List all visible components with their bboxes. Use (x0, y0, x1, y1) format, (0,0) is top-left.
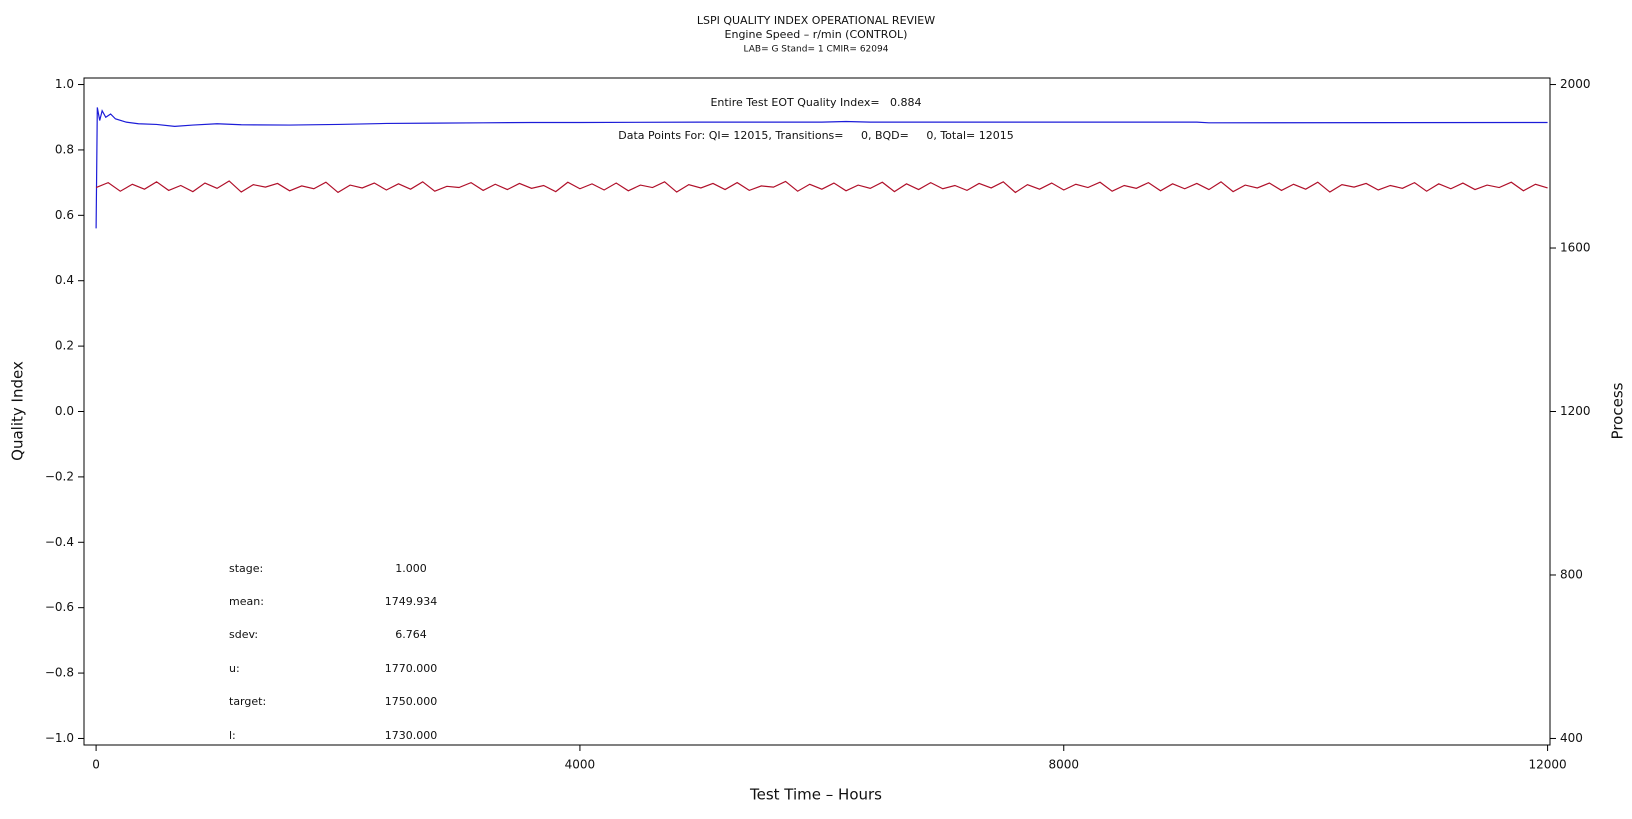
x-tick-label: 8000 (1048, 758, 1079, 772)
annotation: Data Points For: QI= 12015, Transitions=… (618, 129, 1013, 142)
chart-title: LSPI QUALITY INDEX OPERATIONAL REVIEW (697, 14, 935, 27)
y2-tick-label: 1600 (1560, 241, 1591, 255)
y2-tick-label: 2000 (1560, 77, 1591, 91)
stat-label: u: (229, 662, 240, 675)
y2-tick-label: 400 (1560, 731, 1583, 745)
stat-value: 1.000 (395, 562, 427, 575)
x-axis-title: Test Time – Hours (749, 786, 882, 804)
x-tick-label: 12000 (1528, 758, 1566, 772)
stat-label: l: (229, 729, 236, 742)
y-tick-label: 1.0 (55, 77, 74, 91)
x-tick-label: 0 (92, 758, 100, 772)
y-tick-label: 0.0 (55, 404, 74, 418)
y-tick-label: 0.4 (55, 273, 74, 287)
stat-value: 1749.934 (385, 595, 438, 608)
y2-tick-label: 800 (1560, 567, 1583, 581)
y-tick-label: −0.8 (45, 666, 74, 680)
stat-value: 1730.000 (385, 729, 438, 742)
stat-label: mean: (229, 595, 264, 608)
x-tick-label: 4000 (565, 758, 596, 772)
plot-frame (83, 77, 1551, 746)
y-tick-label: −1.0 (45, 731, 74, 745)
stat-label: sdev: (229, 628, 258, 641)
y-tick-label: −0.4 (45, 535, 74, 549)
stat-value: 1750.000 (385, 695, 438, 708)
y-axis-title: Quality Index (9, 361, 27, 461)
stat-value: 6.764 (395, 628, 427, 641)
y-tick-label: 0.2 (55, 339, 74, 353)
y-tick-label: −0.2 (45, 469, 74, 483)
stat-value: 1770.000 (385, 662, 438, 675)
y2-tick-label: 1200 (1560, 404, 1591, 418)
y-tick-label: 0.6 (55, 208, 74, 222)
annotation: Entire Test EOT Quality Index= 0.884 (710, 96, 921, 109)
chart-subtitle: LAB= G Stand= 1 CMIR= 62094 (744, 45, 889, 55)
y-tick-label: 0.8 (55, 142, 74, 156)
y2-axis-title: Process (1609, 382, 1627, 439)
chart-subtitle: Engine Speed – r/min (CONTROL) (725, 28, 908, 41)
series-line (95, 107, 1548, 229)
stat-label: stage: (229, 562, 263, 575)
y-tick-label: −0.6 (45, 600, 74, 614)
series-line (95, 180, 1548, 194)
stat-label: target: (229, 695, 266, 708)
